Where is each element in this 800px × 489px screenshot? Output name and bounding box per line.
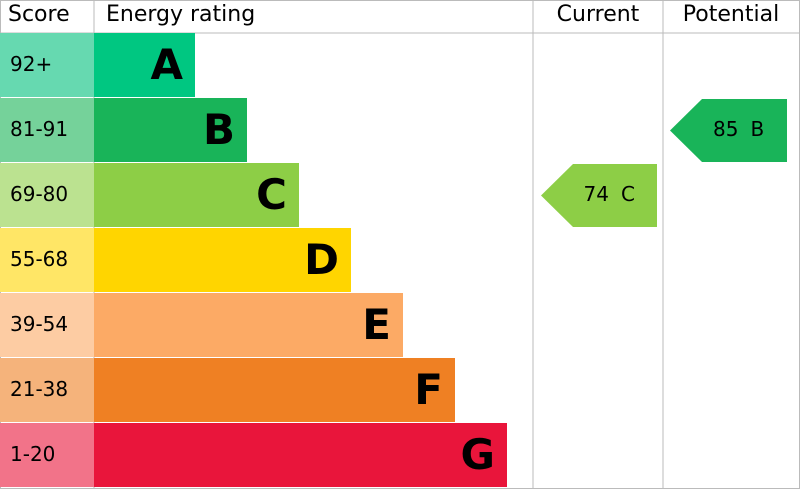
current-letter: C	[621, 182, 635, 206]
score-cell	[0, 358, 94, 422]
score-cell	[0, 98, 94, 162]
rating-bar	[94, 293, 403, 357]
rating-bar	[94, 358, 455, 422]
rating-bar	[94, 228, 351, 292]
header-rating: Energy rating	[106, 2, 255, 27]
score-label: 92+	[10, 52, 52, 76]
current-value: 74	[584, 182, 609, 206]
rating-letter: A	[150, 40, 183, 89]
potential-value: 85	[713, 117, 738, 141]
rating-bar	[94, 423, 507, 487]
score-label: 55-68	[10, 247, 68, 271]
score-label: 81-91	[10, 117, 68, 141]
score-label: 1-20	[10, 442, 55, 466]
rating-bar	[94, 98, 247, 162]
rating-letter: B	[203, 105, 235, 154]
score-cell	[0, 423, 94, 487]
rating-letter: G	[461, 430, 495, 479]
current-arrow	[541, 164, 657, 227]
header-potential: Potential	[683, 2, 779, 27]
score-label: 21-38	[10, 377, 68, 401]
score-cell	[0, 33, 94, 97]
rating-letter: D	[304, 235, 339, 284]
potential-arrow	[670, 99, 787, 162]
header-score: Score	[8, 2, 70, 27]
header-current: Current	[557, 2, 640, 27]
rating-bar	[94, 163, 299, 227]
score-label: 69-80	[10, 182, 68, 206]
rating-letter: F	[414, 365, 443, 414]
rating-bar	[94, 33, 195, 97]
score-cell	[0, 293, 94, 357]
score-label: 39-54	[10, 312, 68, 336]
score-cell	[0, 163, 94, 227]
rating-letter: C	[256, 170, 287, 219]
potential-letter: B	[751, 117, 765, 141]
score-cell	[0, 228, 94, 292]
rating-letter: E	[362, 300, 391, 349]
